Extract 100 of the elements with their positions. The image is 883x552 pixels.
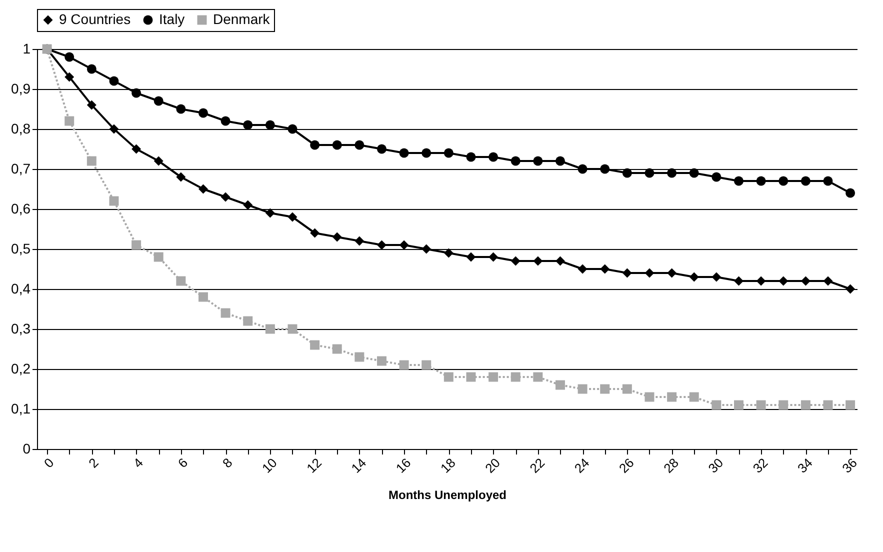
point	[332, 344, 342, 354]
point	[734, 276, 744, 286]
x-tick-label: 26	[616, 455, 637, 476]
x-tick-label: 30	[705, 455, 726, 476]
x-tick-label: 4	[130, 455, 146, 471]
point	[622, 168, 632, 178]
point	[154, 156, 164, 166]
point	[846, 188, 856, 198]
point	[689, 392, 699, 402]
point	[354, 236, 364, 246]
point	[644, 392, 654, 402]
point	[354, 352, 364, 362]
point	[510, 156, 520, 166]
x-tick-label: 8	[220, 455, 236, 471]
point	[644, 168, 654, 178]
point	[466, 372, 476, 382]
point	[243, 200, 253, 210]
point	[823, 400, 833, 410]
point	[712, 272, 722, 282]
y-tick-label: 0,4	[11, 280, 31, 296]
x-tick-label: 36	[839, 455, 860, 476]
legend-label: Italy	[159, 11, 185, 27]
point	[778, 176, 788, 186]
point	[288, 324, 298, 334]
point	[533, 372, 543, 382]
point	[533, 156, 543, 166]
x-tick-label: 14	[348, 455, 370, 476]
y-tick-label: 0,2	[11, 360, 31, 376]
point	[846, 284, 856, 294]
point	[198, 184, 208, 194]
point	[823, 276, 833, 286]
point	[198, 292, 208, 302]
point	[332, 232, 342, 242]
x-tick-label: 24	[571, 455, 592, 476]
point	[310, 340, 320, 350]
point	[176, 104, 186, 114]
point	[265, 208, 275, 218]
point	[444, 148, 454, 158]
point	[220, 116, 230, 126]
point	[533, 256, 543, 266]
point	[488, 152, 498, 162]
point	[712, 172, 722, 182]
point	[778, 400, 788, 410]
point	[176, 172, 186, 182]
point	[399, 240, 409, 250]
x-tick-label: 2	[86, 455, 102, 471]
point	[466, 252, 476, 262]
point	[86, 156, 96, 166]
point	[667, 268, 677, 278]
point	[444, 248, 454, 258]
point	[86, 64, 96, 74]
point	[310, 228, 320, 238]
point	[220, 308, 230, 318]
point	[578, 164, 588, 174]
point	[800, 176, 810, 186]
point	[176, 276, 186, 286]
point	[689, 168, 699, 178]
point	[667, 168, 677, 178]
y-tick-label: 0,9	[11, 80, 31, 96]
point	[64, 72, 74, 82]
point	[622, 384, 632, 394]
point	[578, 264, 588, 274]
point	[734, 176, 744, 186]
point	[376, 144, 386, 154]
point	[265, 120, 275, 130]
point	[622, 268, 632, 278]
point	[823, 176, 833, 186]
y-tick-label: 0,7	[11, 160, 31, 176]
point	[600, 164, 610, 174]
point	[265, 324, 275, 334]
y-tick-label: 0,3	[11, 320, 31, 336]
point	[488, 252, 498, 262]
legend-label: 9 Countries	[59, 11, 131, 27]
point	[154, 96, 164, 106]
point	[756, 176, 766, 186]
point	[132, 144, 142, 154]
x-tick-label: 10	[259, 455, 280, 476]
point	[778, 276, 788, 286]
point	[354, 140, 364, 150]
point	[64, 116, 74, 126]
point	[64, 52, 74, 62]
x-tick-label: 34	[794, 455, 816, 476]
point	[243, 316, 253, 326]
point	[422, 244, 432, 254]
point	[800, 400, 810, 410]
point	[555, 156, 565, 166]
point	[132, 88, 142, 98]
point	[600, 264, 610, 274]
point	[109, 196, 119, 206]
point	[689, 272, 699, 282]
point	[422, 148, 432, 158]
point	[399, 360, 409, 370]
x-tick-label: 22	[526, 455, 548, 476]
point	[422, 360, 432, 370]
x-tick-label: 12	[304, 455, 324, 476]
point	[444, 372, 454, 382]
point	[800, 276, 810, 286]
point	[332, 140, 342, 150]
point	[756, 276, 766, 286]
point	[109, 76, 119, 86]
